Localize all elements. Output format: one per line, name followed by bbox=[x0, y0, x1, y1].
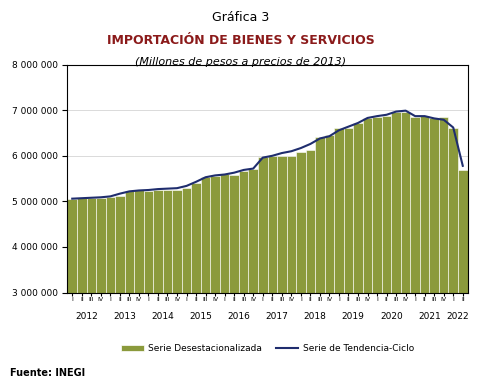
Bar bbox=[296, 152, 306, 380]
Bar bbox=[306, 150, 315, 380]
Bar bbox=[163, 190, 172, 380]
Bar bbox=[268, 156, 277, 380]
Text: Fuente: INEGI: Fuente: INEGI bbox=[10, 368, 85, 378]
Bar bbox=[277, 156, 287, 380]
Text: 2020: 2020 bbox=[380, 312, 403, 321]
Bar bbox=[134, 190, 144, 380]
Text: 2017: 2017 bbox=[266, 312, 288, 321]
Text: 2018: 2018 bbox=[304, 312, 327, 321]
Bar bbox=[401, 112, 410, 380]
Bar bbox=[448, 128, 458, 380]
Text: (Millones de pesos a precios de 2013): (Millones de pesos a precios de 2013) bbox=[135, 57, 347, 67]
Bar bbox=[334, 128, 344, 380]
Bar bbox=[201, 177, 210, 380]
Bar bbox=[439, 117, 448, 380]
Bar bbox=[125, 191, 134, 380]
Bar bbox=[325, 135, 334, 380]
Bar bbox=[115, 196, 125, 380]
Bar bbox=[363, 119, 372, 380]
Bar bbox=[77, 198, 87, 380]
Bar bbox=[106, 197, 115, 380]
Bar bbox=[96, 198, 106, 380]
Bar bbox=[258, 157, 268, 380]
Text: Gráfica 3: Gráfica 3 bbox=[213, 11, 269, 24]
Text: 2014: 2014 bbox=[151, 312, 174, 321]
Bar bbox=[248, 169, 258, 380]
Bar bbox=[67, 199, 77, 380]
Bar bbox=[210, 176, 220, 380]
Bar bbox=[382, 116, 391, 380]
Text: 2022: 2022 bbox=[447, 312, 469, 321]
Bar bbox=[458, 170, 468, 380]
Text: 2021: 2021 bbox=[418, 312, 441, 321]
Bar bbox=[172, 190, 182, 380]
Bar bbox=[229, 175, 239, 380]
Bar bbox=[391, 112, 401, 380]
Bar bbox=[344, 128, 353, 380]
Bar bbox=[144, 191, 153, 380]
Legend: Serie Desestacionalizada, Serie de Tendencia-Ciclo: Serie Desestacionalizada, Serie de Tende… bbox=[118, 340, 417, 356]
Bar bbox=[191, 183, 201, 380]
Bar bbox=[87, 198, 96, 380]
Text: 2012: 2012 bbox=[75, 312, 98, 321]
Bar bbox=[287, 156, 296, 380]
Text: 2016: 2016 bbox=[228, 312, 250, 321]
Text: 2015: 2015 bbox=[189, 312, 212, 321]
Bar bbox=[220, 174, 229, 380]
Bar bbox=[410, 117, 420, 380]
Bar bbox=[429, 118, 439, 380]
Bar bbox=[153, 190, 163, 380]
Text: 2013: 2013 bbox=[113, 312, 136, 321]
Bar bbox=[353, 124, 363, 380]
Text: IMPORTACIÓN DE BIENES Y SERVICIOS: IMPORTACIÓN DE BIENES Y SERVICIOS bbox=[107, 34, 375, 47]
Text: 2019: 2019 bbox=[342, 312, 365, 321]
Bar bbox=[239, 171, 248, 380]
Bar bbox=[315, 137, 325, 380]
Bar bbox=[372, 117, 382, 380]
Bar bbox=[420, 116, 429, 380]
Bar bbox=[182, 188, 191, 380]
